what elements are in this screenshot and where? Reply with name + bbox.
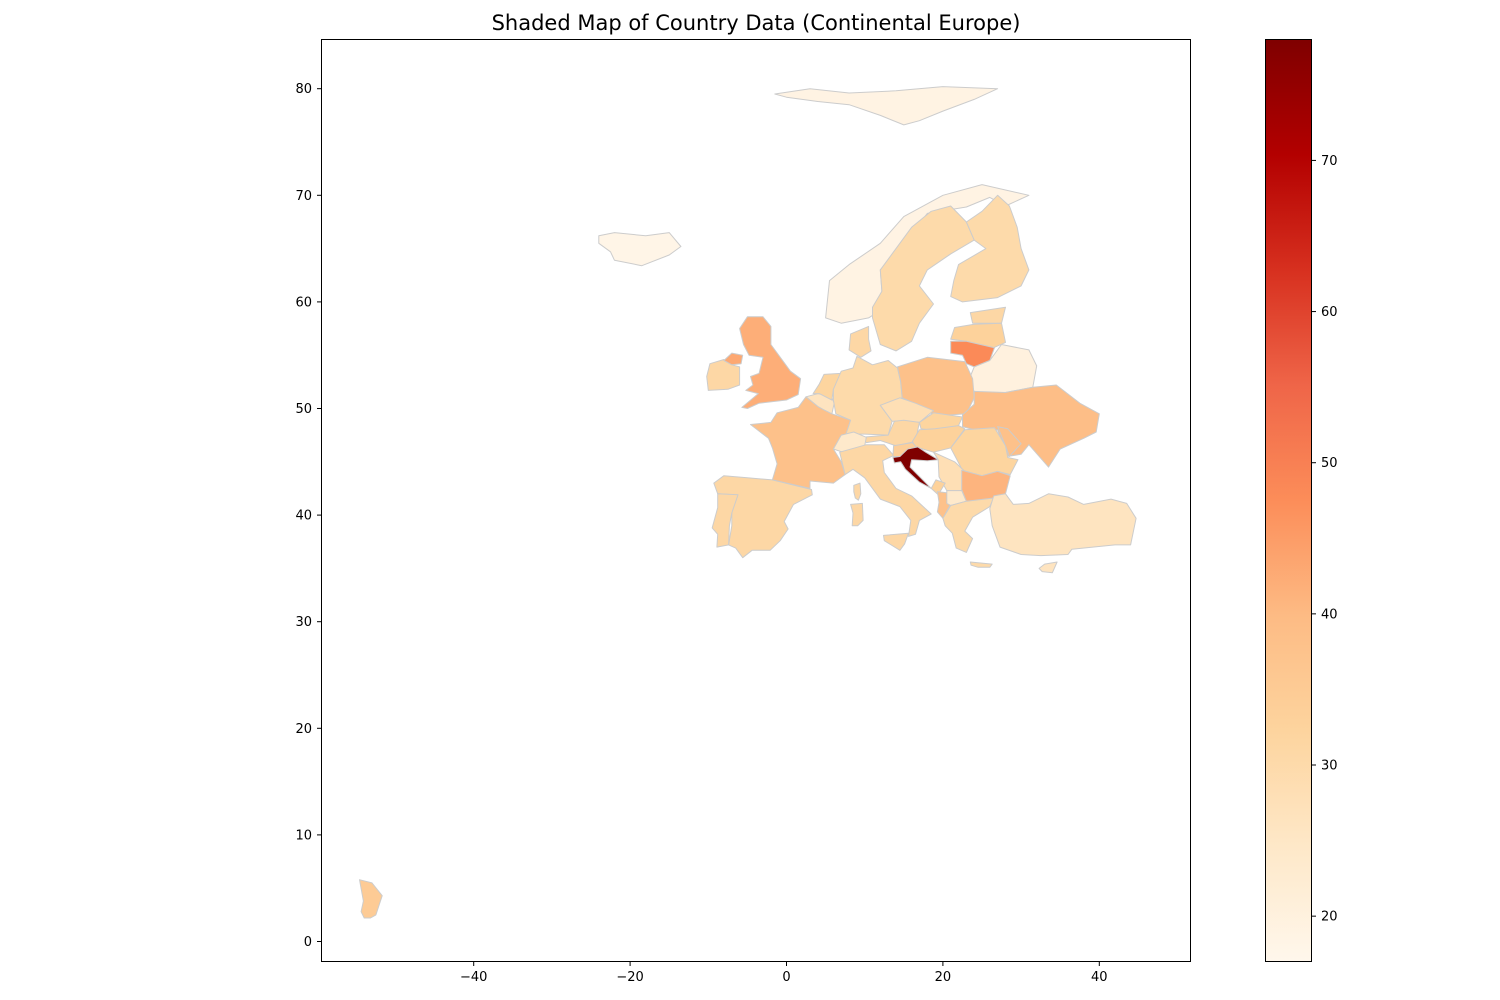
region-hungary bbox=[911, 425, 966, 453]
chart-title: Shaded Map of Country Data (Continental … bbox=[492, 11, 1021, 35]
y-axis: 0 10 20 30 40 50 60 70 80 bbox=[295, 82, 322, 950]
y-tick-label: 50 bbox=[295, 402, 312, 417]
colorbar-tick-label: 30 bbox=[1321, 759, 1338, 774]
region-greece bbox=[942, 497, 995, 553]
region-moldova bbox=[997, 426, 1022, 457]
y-tick-label: 80 bbox=[295, 82, 312, 97]
map-plot-area bbox=[359, 86, 1137, 919]
x-tick-label: −40 bbox=[460, 970, 487, 985]
colorbar-tick-label: 60 bbox=[1321, 305, 1338, 320]
region-cyprus bbox=[1038, 561, 1058, 574]
x-tick-label: 0 bbox=[782, 970, 790, 985]
region-portugal bbox=[711, 493, 739, 548]
y-tick-label: 10 bbox=[295, 828, 312, 843]
x-axis: −40 −20 0 20 40 bbox=[460, 961, 1108, 985]
region-french-guiana bbox=[359, 879, 383, 919]
region-finland bbox=[950, 194, 1030, 303]
colorbar bbox=[1265, 39, 1312, 962]
region-france bbox=[750, 396, 852, 489]
y-tick-label: 30 bbox=[295, 615, 312, 630]
region-croatia bbox=[892, 446, 939, 489]
y-tick-label: 0 bbox=[304, 935, 312, 950]
colorbar-tick-label: 20 bbox=[1321, 910, 1338, 925]
region-corsica bbox=[853, 482, 862, 501]
y-tick-label: 60 bbox=[295, 295, 312, 310]
region-austria bbox=[861, 419, 920, 447]
colorbar-tick-label: 70 bbox=[1321, 154, 1338, 169]
colorbar-tick-label: 50 bbox=[1321, 456, 1338, 471]
region-sicily bbox=[883, 532, 909, 551]
region-sardinia bbox=[850, 502, 864, 527]
colorbar-ticks: 20 30 40 50 60 70 bbox=[1311, 154, 1338, 925]
region-crete bbox=[969, 561, 993, 568]
x-tick-label: −20 bbox=[616, 970, 643, 985]
x-tick-label: 40 bbox=[1091, 970, 1108, 985]
plot-frame bbox=[321, 39, 1191, 962]
y-tick-label: 70 bbox=[295, 189, 312, 204]
region-denmark bbox=[848, 325, 872, 358]
y-tick-label: 20 bbox=[295, 722, 312, 737]
region-iceland bbox=[598, 232, 682, 267]
y-tick-label: 40 bbox=[295, 509, 312, 524]
region-svalbard bbox=[774, 86, 999, 126]
region-turkey bbox=[989, 493, 1137, 557]
region-estonia bbox=[969, 306, 1006, 324]
region-montenegro bbox=[930, 479, 946, 496]
x-tick-label: 20 bbox=[935, 970, 952, 985]
colorbar-tick-label: 40 bbox=[1321, 607, 1338, 622]
region-united-kingdom bbox=[739, 316, 802, 409]
region-northern-ireland bbox=[723, 352, 744, 366]
